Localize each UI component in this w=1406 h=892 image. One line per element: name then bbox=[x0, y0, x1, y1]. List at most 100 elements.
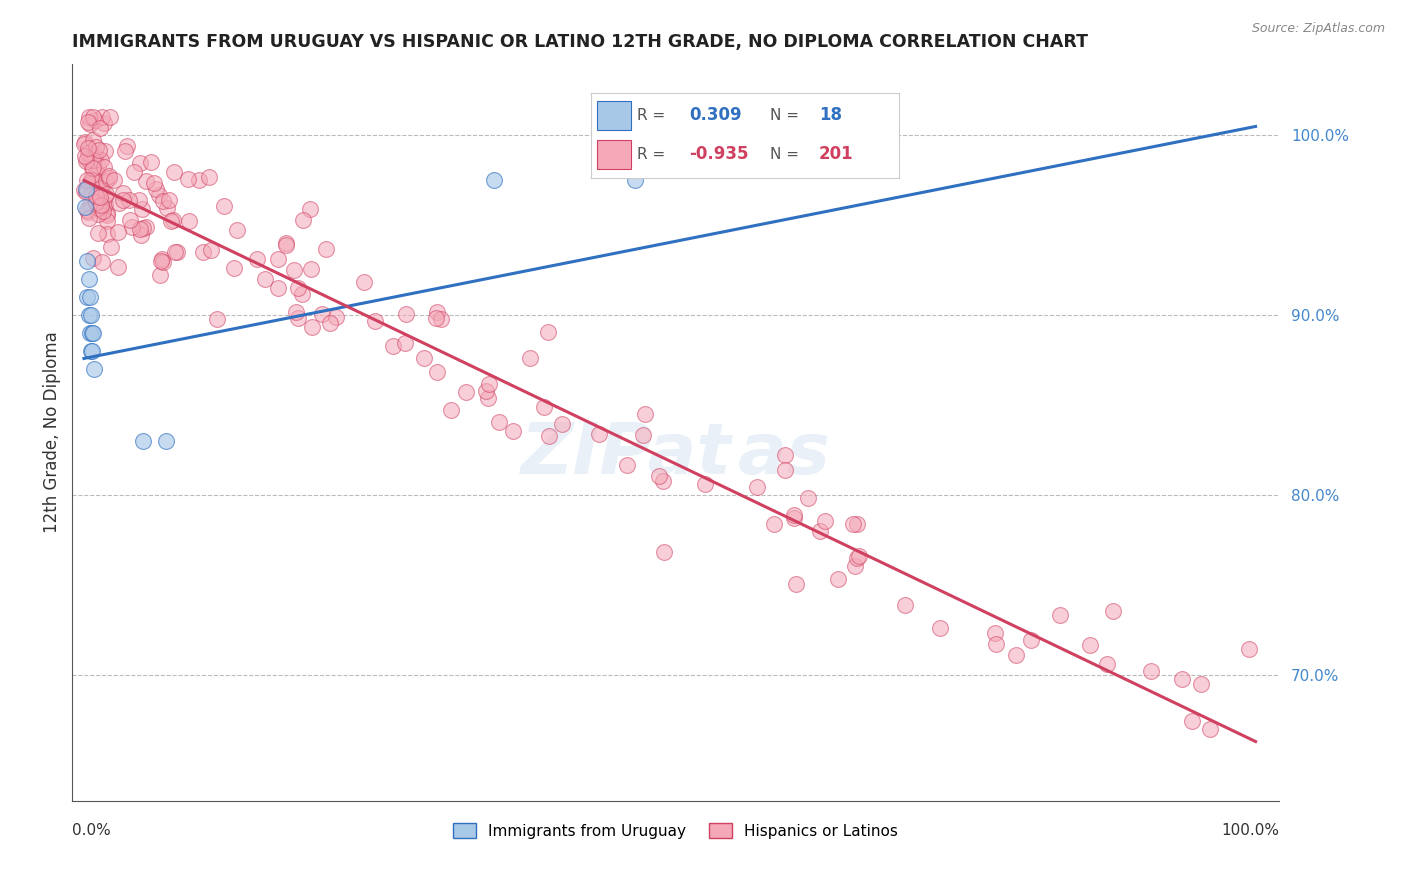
Point bbox=[222, 260, 245, 275]
Text: 100.0%: 100.0% bbox=[1220, 823, 1279, 838]
Point bbox=[747, 480, 769, 494]
Point bbox=[76, 205, 98, 219]
Point bbox=[90, 181, 112, 195]
Point bbox=[827, 572, 849, 586]
Point bbox=[425, 310, 447, 325]
Point bbox=[84, 195, 107, 210]
Point bbox=[82, 161, 104, 176]
Point bbox=[844, 559, 866, 574]
Legend: Immigrants from Uruguay, Hispanics or Latinos: Immigrants from Uruguay, Hispanics or La… bbox=[447, 817, 904, 845]
Point bbox=[82, 326, 104, 341]
Point bbox=[773, 463, 796, 477]
Point bbox=[1140, 664, 1163, 678]
Point bbox=[79, 198, 101, 212]
Point bbox=[79, 187, 101, 202]
Point bbox=[1171, 672, 1194, 686]
Point bbox=[76, 152, 98, 166]
Point bbox=[1189, 677, 1212, 691]
Point bbox=[87, 189, 110, 203]
Point bbox=[82, 111, 104, 125]
Text: IMMIGRANTS FROM URUGUAY VS HISPANIC OR LATINO 12TH GRADE, NO DIPLOMA CORRELATION: IMMIGRANTS FROM URUGUAY VS HISPANIC OR L… bbox=[72, 33, 1088, 51]
Point bbox=[83, 188, 105, 202]
Point bbox=[156, 201, 179, 215]
Point bbox=[145, 182, 167, 196]
Point bbox=[96, 206, 118, 220]
Point bbox=[73, 136, 96, 151]
Point bbox=[502, 424, 524, 438]
Point bbox=[79, 154, 101, 169]
Point bbox=[129, 222, 152, 236]
Point bbox=[107, 260, 129, 275]
Point bbox=[1078, 638, 1101, 652]
Point bbox=[426, 304, 449, 318]
Point bbox=[79, 172, 101, 186]
Point bbox=[121, 219, 143, 234]
Point bbox=[75, 182, 97, 196]
Point bbox=[475, 384, 498, 398]
Point bbox=[83, 362, 105, 376]
Point bbox=[139, 154, 162, 169]
Point bbox=[75, 200, 97, 214]
Point bbox=[291, 287, 314, 301]
Point bbox=[82, 344, 104, 359]
Point bbox=[648, 468, 671, 483]
Point bbox=[91, 203, 114, 218]
Point bbox=[86, 190, 108, 204]
Point bbox=[84, 164, 107, 178]
Point bbox=[287, 281, 309, 295]
Point bbox=[83, 152, 105, 166]
Point bbox=[103, 173, 125, 187]
Point bbox=[693, 477, 716, 491]
Point bbox=[87, 201, 110, 215]
Point bbox=[319, 316, 342, 330]
Point bbox=[292, 213, 315, 227]
Point bbox=[80, 172, 103, 186]
Point bbox=[299, 262, 322, 277]
Point bbox=[1049, 608, 1071, 623]
Point bbox=[94, 144, 117, 158]
Point bbox=[118, 193, 141, 207]
Point bbox=[90, 198, 112, 212]
Point bbox=[616, 458, 638, 473]
Point bbox=[135, 219, 157, 234]
Point bbox=[325, 310, 347, 325]
Point bbox=[246, 252, 269, 266]
Text: ZIPat as: ZIPat as bbox=[520, 420, 831, 489]
Point bbox=[267, 281, 290, 295]
Point bbox=[93, 160, 115, 174]
Point bbox=[82, 251, 104, 265]
Point bbox=[537, 428, 560, 442]
Point bbox=[90, 153, 112, 167]
Point bbox=[96, 227, 118, 242]
Text: 0.0%: 0.0% bbox=[72, 823, 111, 838]
Point bbox=[381, 339, 404, 353]
Point bbox=[177, 171, 200, 186]
Point bbox=[162, 213, 184, 227]
Point bbox=[120, 213, 142, 227]
Point bbox=[588, 426, 610, 441]
Point bbox=[623, 173, 645, 187]
Point bbox=[287, 310, 309, 325]
Point bbox=[440, 403, 463, 417]
Point bbox=[425, 365, 447, 379]
Point bbox=[205, 312, 228, 326]
Point bbox=[848, 549, 870, 564]
Point bbox=[80, 344, 103, 359]
Point bbox=[298, 202, 321, 216]
Point bbox=[96, 213, 118, 227]
Point bbox=[456, 384, 478, 399]
Point bbox=[77, 111, 100, 125]
Point bbox=[1237, 642, 1260, 657]
Point bbox=[893, 598, 915, 612]
Point bbox=[1095, 657, 1118, 672]
Point bbox=[91, 198, 114, 212]
Point bbox=[86, 167, 108, 181]
Point bbox=[86, 189, 108, 203]
Point bbox=[267, 252, 290, 266]
Point bbox=[128, 156, 150, 170]
Point bbox=[75, 186, 97, 200]
Point bbox=[152, 255, 174, 269]
Point bbox=[353, 275, 375, 289]
Point bbox=[131, 228, 153, 243]
Point bbox=[100, 240, 122, 254]
